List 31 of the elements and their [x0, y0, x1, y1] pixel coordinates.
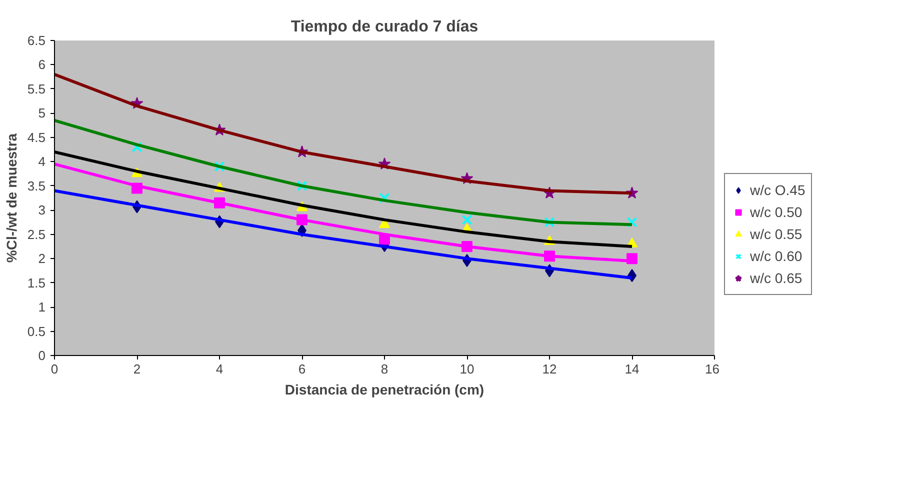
y-tick-label: 5	[38, 106, 46, 121]
legend-label: w/c O.45	[750, 182, 806, 198]
x-tick-label: 6	[298, 362, 306, 376]
legend-label: w/c 0.60	[750, 248, 802, 264]
y-axis-title: %Cl-/wt de muestra	[3, 133, 20, 263]
legend-label: w/c 0.65	[750, 270, 802, 286]
y-tick-label: 5.5	[27, 81, 46, 96]
x-tick-label: 16	[705, 362, 720, 376]
y-tick-label: 6.5	[27, 33, 46, 48]
legend-label: w/c 0.55	[750, 226, 802, 242]
x-tick-label: 0	[50, 362, 58, 376]
x-axis-title: Distancia de penetración (cm)	[284, 382, 484, 398]
y-tick-label: 4.5	[27, 130, 46, 145]
x-tick-label: 4	[216, 362, 224, 376]
x-tick-label: 12	[542, 362, 557, 376]
y-tick-label: 1.5	[27, 275, 46, 290]
y-tick-label: 0.5	[27, 324, 46, 339]
y-tick-label: 6	[38, 57, 46, 72]
x-tick-label: 10	[460, 362, 474, 376]
y-tick-label: 3.5	[27, 178, 46, 194]
legend-label: w/c 0.50	[750, 204, 802, 220]
y-tick-label: 3	[38, 202, 46, 218]
chart-title: Tiempo de curado 7 días	[290, 18, 478, 36]
x-tick-label: 8	[380, 362, 388, 376]
y-tick-label: 1	[38, 300, 46, 315]
y-tick-label: 2.5	[27, 226, 46, 242]
x-tick-label: 2	[133, 362, 141, 376]
y-tick-label: 4	[38, 154, 46, 170]
x-tick-label: 14	[624, 362, 640, 376]
y-tick-label: 2	[38, 251, 46, 266]
y-tick-label: 0	[38, 348, 46, 363]
